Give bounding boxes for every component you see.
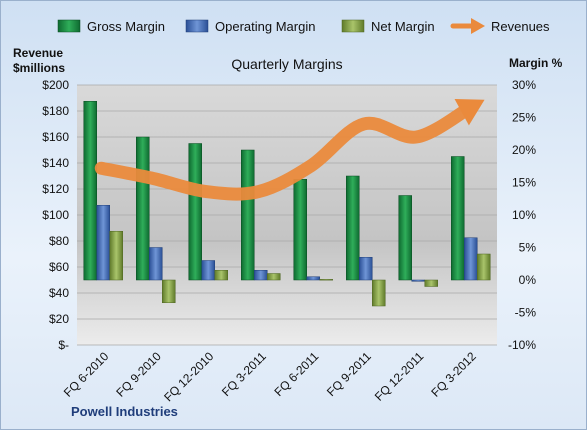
bar-net-margin <box>477 254 490 280</box>
left-tick-label: $180 <box>42 104 69 118</box>
left-tick-label: $60 <box>49 260 69 274</box>
legend-item-operating: Operating Margin <box>186 19 315 34</box>
x-tick-label: FQ 12-2011 <box>372 349 427 404</box>
bar-operating-margin <box>202 261 215 281</box>
left-tick-label: $20 <box>49 312 69 326</box>
left-tick-label: $140 <box>42 156 69 170</box>
bar-gross-margin <box>189 144 202 281</box>
legend-item-net: Net Margin <box>342 19 435 34</box>
bar-operating-margin <box>97 205 110 280</box>
legend-item-gross: Gross Margin <box>58 19 165 34</box>
right-tick-label: 10% <box>512 208 536 222</box>
left-axis-title-line1: Revenue <box>13 46 63 60</box>
left-tick-label: $200 <box>42 78 69 92</box>
bar-operating-margin <box>359 257 372 280</box>
x-tick-label: FQ 6-2011 <box>272 349 322 399</box>
legend-label-gross: Gross Margin <box>87 19 165 34</box>
bar-operating-margin <box>412 280 425 281</box>
legend-item-revenues: Revenues <box>453 18 550 34</box>
legend-label-revenues: Revenues <box>491 19 550 34</box>
right-tick-label: 5% <box>519 241 537 255</box>
bar-net-margin <box>215 270 228 280</box>
left-tick-label: $120 <box>42 182 69 196</box>
right-axis-title: Margin % <box>509 56 563 70</box>
right-tick-label: 30% <box>512 78 536 92</box>
legend-label-net: Net Margin <box>371 19 435 34</box>
bar-gross-margin <box>84 101 97 280</box>
bar-gross-margin <box>451 157 464 281</box>
bar-gross-margin <box>241 150 254 280</box>
x-tick-label: FQ 9-2011 <box>324 349 374 399</box>
bar-operating-margin <box>307 277 320 280</box>
legend-swatch-gross <box>58 20 80 32</box>
bar-net-margin <box>267 274 280 281</box>
left-axis-title-line2: $millions <box>13 61 65 75</box>
bar-net-margin <box>110 231 123 280</box>
right-tick-label: -10% <box>508 338 536 352</box>
x-tick-label: FQ 9-2010 <box>113 349 164 400</box>
legend-label-operating: Operating Margin <box>215 19 315 34</box>
left-tick-label: $100 <box>42 208 69 222</box>
bar-operating-margin <box>149 248 162 281</box>
company-name: Powell Industries <box>71 404 178 419</box>
right-tick-label: 25% <box>512 111 536 125</box>
x-tick-label: FQ 12-2010 <box>161 349 216 404</box>
left-tick-label: $80 <box>49 234 69 248</box>
right-tick-label: 20% <box>512 143 536 157</box>
left-tick-label: $- <box>58 338 69 352</box>
x-tick-label: FQ 3-2011 <box>219 349 269 399</box>
chart-title: Quarterly Margins <box>231 56 342 72</box>
legend-swatch-net <box>342 20 364 32</box>
right-tick-label: 0% <box>519 273 537 287</box>
bar-net-margin <box>372 280 385 306</box>
bar-gross-margin <box>399 196 412 281</box>
bar-net-margin <box>320 279 333 280</box>
x-tick-label: FQ 6-2010 <box>61 349 112 400</box>
x-tick-label: FQ 3-2012 <box>428 349 479 400</box>
bar-operating-margin <box>464 238 477 280</box>
left-tick-label: $40 <box>49 286 69 300</box>
legend: Gross Margin Operating Margin Net Margin… <box>58 18 550 34</box>
left-tick-label: $160 <box>42 130 69 144</box>
right-tick-label: 15% <box>512 176 536 190</box>
bar-gross-margin <box>346 176 359 280</box>
bar-operating-margin <box>254 270 267 280</box>
bar-net-margin <box>162 280 175 303</box>
bar-gross-margin <box>136 137 149 280</box>
legend-swatch-operating <box>186 20 208 32</box>
legend-arrow-icon <box>471 18 485 34</box>
bar-gross-margin <box>294 179 307 280</box>
right-tick-label: -5% <box>515 306 537 320</box>
bar-net-margin <box>425 280 438 287</box>
